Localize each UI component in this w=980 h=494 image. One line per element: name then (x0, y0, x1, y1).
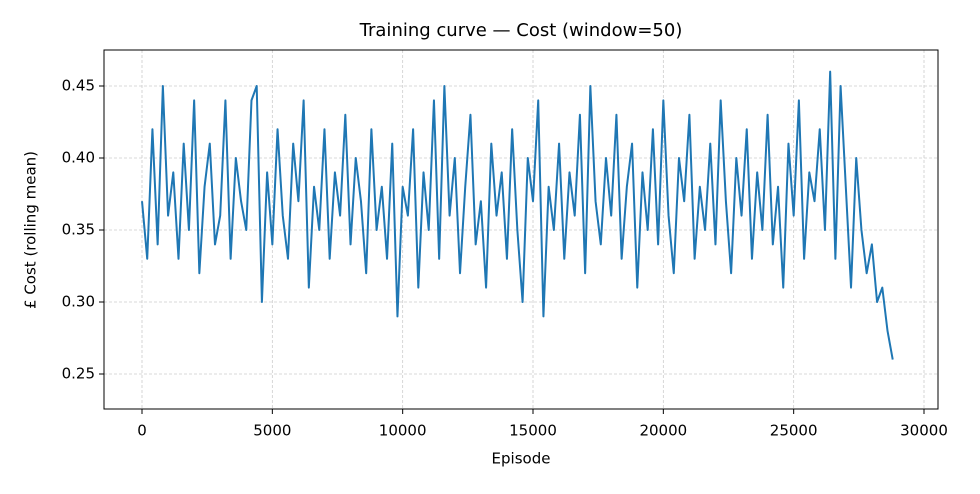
y-tick-label: 0.25 (62, 365, 95, 383)
y-axis-label: £ Cost (rolling mean) (22, 151, 40, 309)
x-tick-label: 15000 (509, 422, 557, 440)
y-tick-label: 0.40 (62, 149, 95, 167)
plot-frame (103, 49, 939, 410)
x-tick-label: 5000 (253, 422, 291, 440)
line-series (141, 70, 894, 360)
y-tick-label: 0.35 (62, 221, 95, 239)
y-tick-label: 0.45 (62, 77, 95, 95)
chart-title: Training curve — Cost (window=50) (359, 20, 683, 41)
x-tick-label: 20000 (639, 422, 687, 440)
x-tick-label: 10000 (379, 422, 427, 440)
x-tick-label: 0 (137, 422, 147, 440)
x-tick-label: 25000 (770, 422, 818, 440)
y-tick-label: 0.30 (62, 293, 95, 311)
x-tick-label: 30000 (900, 422, 948, 440)
x-axis-label: Episode (492, 450, 551, 468)
